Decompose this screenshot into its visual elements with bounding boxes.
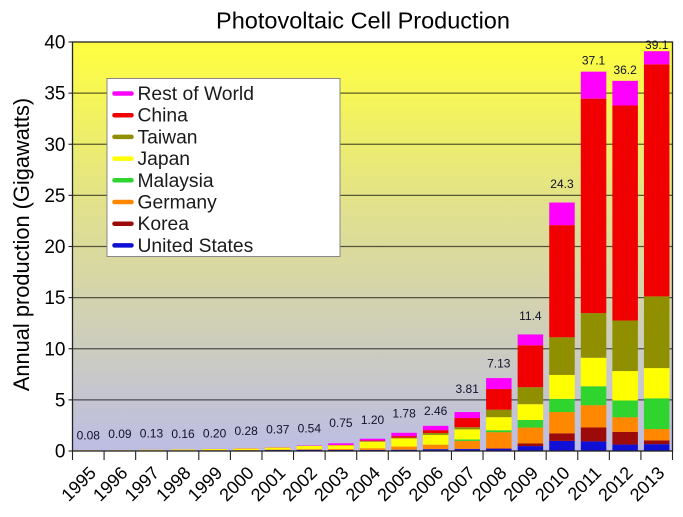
svg-text:0.37: 0.37 — [266, 422, 290, 436]
svg-text:20: 20 — [44, 237, 65, 258]
svg-text:24.3: 24.3 — [550, 177, 574, 191]
svg-text:11.4: 11.4 — [519, 309, 542, 323]
svg-text:2.46: 2.46 — [424, 404, 448, 418]
svg-text:0.08: 0.08 — [77, 428, 101, 442]
svg-text:Malaysia: Malaysia — [138, 171, 214, 192]
svg-text:35: 35 — [44, 84, 65, 105]
svg-text:Korea: Korea — [138, 214, 190, 235]
svg-text:5: 5 — [55, 390, 66, 411]
svg-text:0.16: 0.16 — [171, 427, 195, 441]
svg-text:15: 15 — [44, 288, 65, 309]
svg-text:1.20: 1.20 — [361, 413, 385, 427]
svg-text:36.2: 36.2 — [613, 63, 637, 77]
svg-text:10: 10 — [44, 339, 65, 360]
svg-text:30: 30 — [44, 135, 65, 156]
svg-text:Rest of World: Rest of World — [138, 84, 254, 105]
svg-text:0.13: 0.13 — [140, 426, 164, 440]
svg-text:25: 25 — [44, 186, 65, 207]
svg-text:Germany: Germany — [138, 193, 218, 214]
svg-text:39.1: 39.1 — [645, 38, 669, 52]
svg-text:7.13: 7.13 — [487, 357, 511, 371]
svg-text:3.81: 3.81 — [456, 382, 480, 396]
svg-text:37.1: 37.1 — [582, 54, 606, 68]
svg-text:0.75: 0.75 — [329, 416, 353, 430]
svg-text:0.09: 0.09 — [108, 427, 132, 441]
svg-text:Photovoltaic Cell Production: Photovoltaic Cell Production — [216, 8, 510, 34]
svg-text:0.54: 0.54 — [298, 421, 322, 435]
svg-text:China: China — [138, 106, 189, 127]
svg-text:0.28: 0.28 — [235, 424, 259, 438]
svg-text:United States: United States — [138, 236, 254, 257]
svg-text:Japan: Japan — [138, 149, 191, 170]
svg-text:40: 40 — [44, 33, 65, 54]
svg-text:0.20: 0.20 — [203, 427, 227, 441]
svg-text:Annual production (Gigawatts): Annual production (Gigawatts) — [9, 98, 34, 391]
svg-text:1.78: 1.78 — [392, 407, 416, 421]
svg-text:0: 0 — [55, 442, 66, 463]
svg-text:Taiwan: Taiwan — [138, 127, 198, 148]
